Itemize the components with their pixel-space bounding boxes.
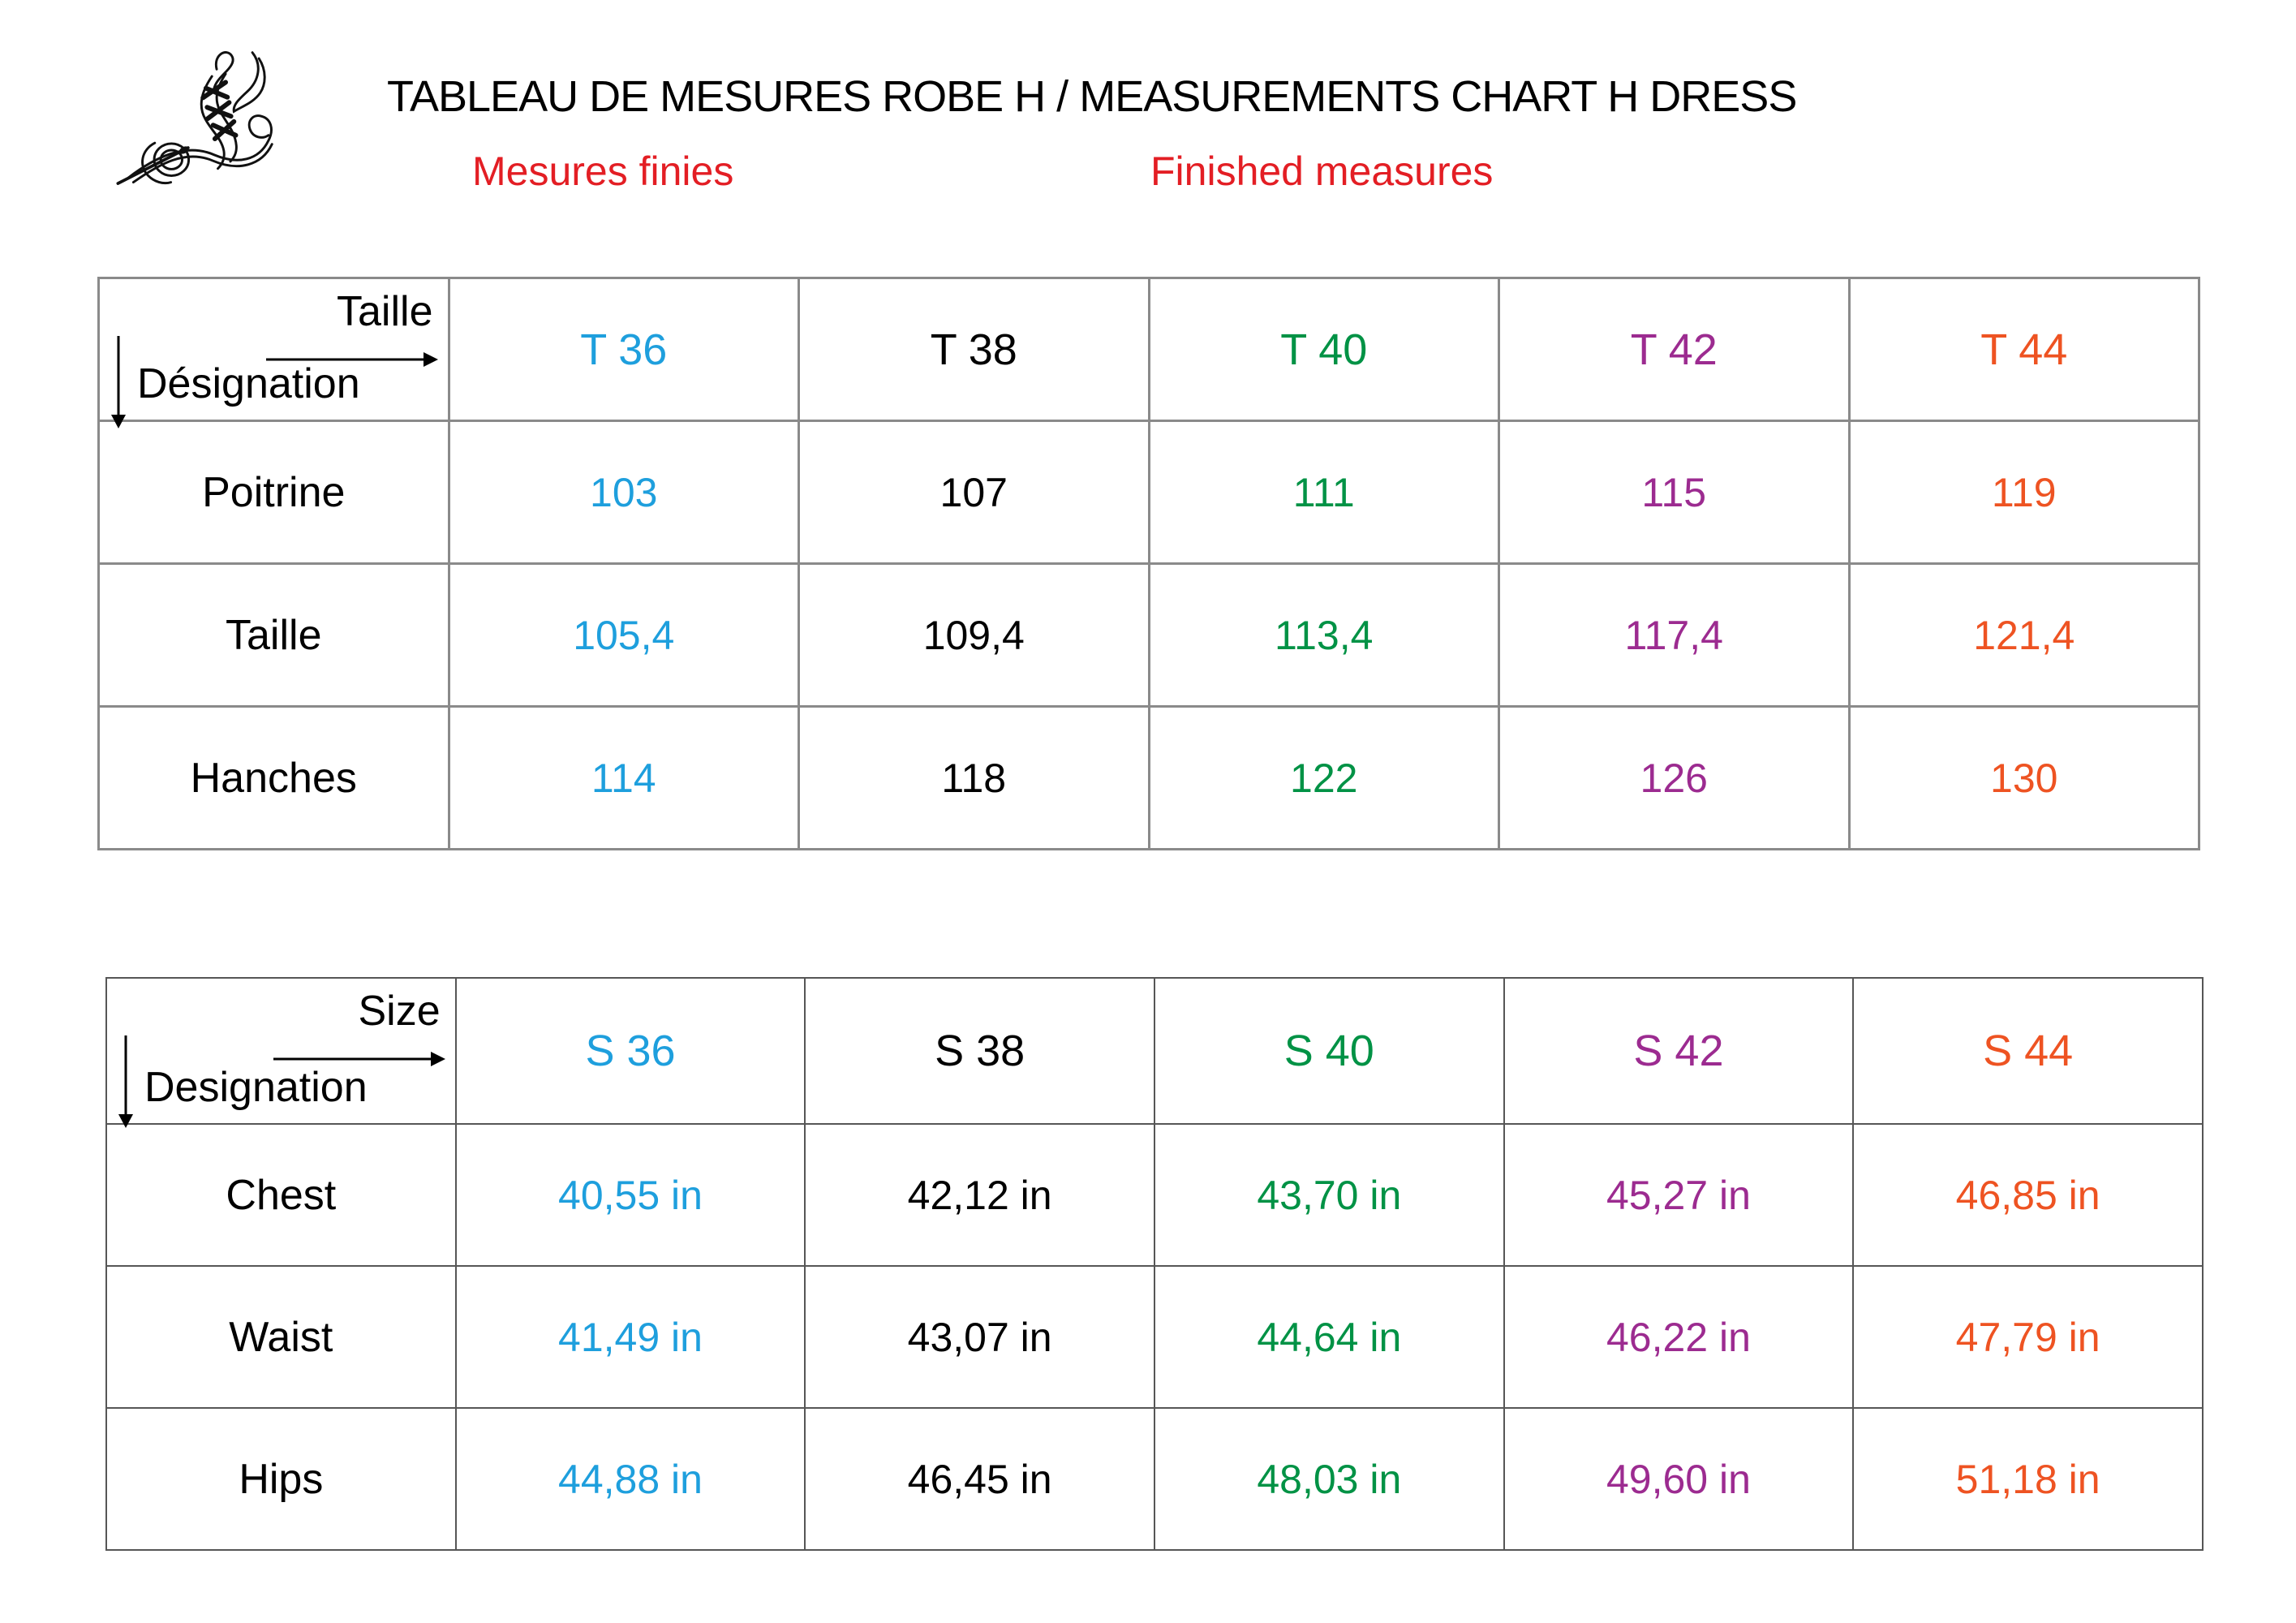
measurement-value: 121,4 — [1847, 562, 2200, 708]
size-column-header: S 42 — [1503, 977, 1855, 1125]
needle-and-thread-logo-icon — [116, 51, 273, 185]
corner-bottom-label: Désignation — [137, 360, 360, 407]
measurement-value: 46,45 in — [804, 1407, 1155, 1551]
table-row: Taille 105,4 109,4 113,4 117,4 121,4 — [97, 562, 2200, 708]
table-row: Hanches 114 118 122 126 130 — [97, 705, 2200, 850]
size-column-header: S 38 — [804, 977, 1155, 1125]
measurement-value: 51,18 in — [1852, 1407, 2204, 1551]
measurement-value: 43,07 in — [804, 1265, 1155, 1409]
right-arrow-icon — [273, 1052, 445, 1066]
header-row: Size Designation S 36 S 38 S 40 S 42 S 44 — [105, 977, 2204, 1128]
measurements-table-fr: Taille Désignation T 36 T 38 T 40 T 42 T 44 … — [97, 277, 2200, 850]
table-row: Poitrine 103 107 111 115 119 — [97, 420, 2200, 565]
row-label: Taille — [97, 562, 450, 708]
measurement-value: 47,79 in — [1852, 1265, 2204, 1409]
subtitle-english: Finished measures — [1150, 149, 1494, 194]
row-label: Waist — [105, 1265, 457, 1409]
measurement-value: 122 — [1147, 705, 1500, 850]
row-label: Poitrine — [97, 420, 450, 565]
subtitle-french: Mesures finies — [472, 149, 734, 194]
measurement-value: 113,4 — [1147, 562, 1500, 708]
measurement-value: 42,12 in — [804, 1123, 1155, 1267]
down-arrow-icon — [111, 336, 126, 428]
measurement-value: 40,55 in — [454, 1123, 806, 1267]
measurement-value: 44,64 in — [1153, 1265, 1505, 1409]
measurement-value: 130 — [1847, 705, 2200, 850]
size-column-header: S 44 — [1852, 977, 2204, 1125]
table-row: Hips 44,88 in 46,45 in 48,03 in 49,60 in 51,1… — [105, 1407, 2204, 1551]
size-column-header: T 40 — [1147, 277, 1500, 422]
corner-top-label: Taille — [337, 288, 433, 335]
row-label: Chest — [105, 1123, 457, 1267]
measurement-value: 46,22 in — [1503, 1265, 1855, 1409]
corner-top-label: Size — [358, 988, 441, 1035]
size-column-header: T 42 — [1498, 277, 1851, 422]
measurement-value: 111 — [1147, 420, 1500, 565]
measurement-value: 49,60 in — [1503, 1407, 1855, 1551]
measurement-value: 43,70 in — [1153, 1123, 1505, 1267]
measurement-value: 114 — [447, 705, 800, 850]
size-column-header: S 36 — [454, 977, 806, 1125]
measurement-value: 109,4 — [798, 562, 1150, 708]
size-column-header: T 44 — [1847, 277, 2200, 422]
corner-bottom-label: Designation — [144, 1064, 368, 1111]
row-label: Hips — [105, 1407, 457, 1551]
measurement-value: 115 — [1498, 420, 1851, 565]
measurement-value: 46,85 in — [1852, 1123, 2204, 1267]
table-row: Waist 41,49 in 43,07 in 44,64 in 46,22 in 47,… — [105, 1265, 2204, 1409]
measurement-value: 103 — [447, 420, 800, 565]
measurements-table-en: Size Designation S 36 S 38 S 40 S 42 S 44 Ch… — [105, 977, 2204, 1551]
measurement-value: 117,4 — [1498, 562, 1851, 708]
table-row: Chest 40,55 in 42,12 in 43,70 in 45,27 in 46,… — [105, 1123, 2204, 1267]
measurement-value: 45,27 in — [1503, 1123, 1855, 1267]
page-title: TABLEAU DE MESURES ROBE H / MEASUREMENTS… — [387, 72, 1797, 121]
down-arrow-icon — [118, 1035, 133, 1128]
corner-cell: Taille Désignation — [97, 277, 450, 428]
measurement-value: 107 — [798, 420, 1150, 565]
measurement-value: 41,49 in — [454, 1265, 806, 1409]
measurement-value: 44,88 in — [454, 1407, 806, 1551]
measurement-value: 119 — [1847, 420, 2200, 565]
corner-cell: Size Designation — [105, 977, 457, 1128]
measurement-value: 48,03 in — [1153, 1407, 1505, 1551]
measurement-value: 105,4 — [447, 562, 800, 708]
measurement-value: 126 — [1498, 705, 1851, 850]
size-column-header: T 36 — [447, 277, 800, 422]
right-arrow-icon — [265, 352, 438, 367]
row-label: Hanches — [97, 705, 450, 850]
size-column-header: T 38 — [798, 277, 1150, 422]
header-row: Taille Désignation T 36 T 38 T 40 T 42 T 44 — [97, 277, 2200, 428]
size-column-header: S 40 — [1153, 977, 1505, 1125]
measurement-value: 118 — [798, 705, 1150, 850]
